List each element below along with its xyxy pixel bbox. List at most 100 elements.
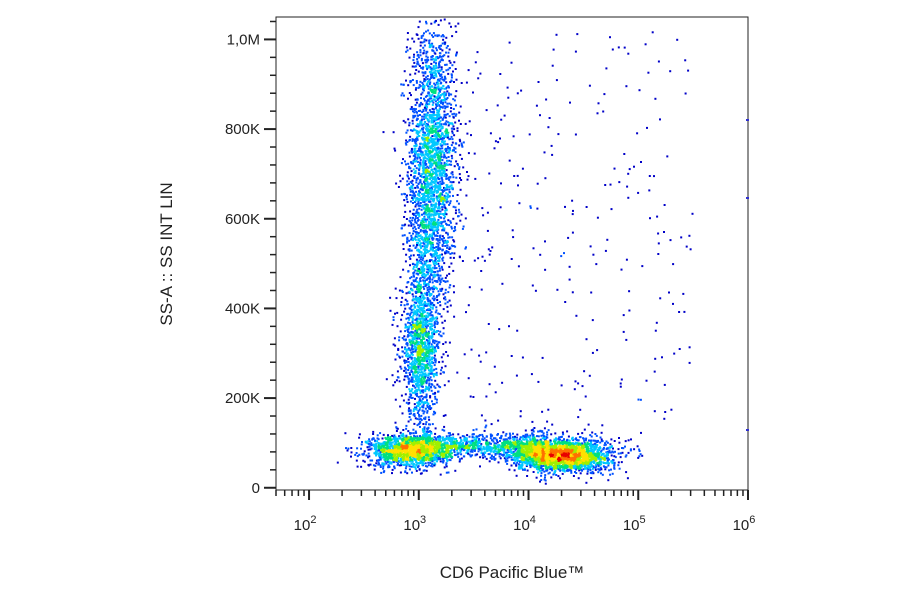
data-point [421,145,424,148]
data-point [393,465,396,468]
data-point [442,172,445,175]
data-point [435,64,438,67]
data-point [426,411,429,414]
data-point [406,175,409,178]
data-point [417,204,420,207]
data-point [425,459,428,462]
data-point [429,73,432,76]
data-point [451,188,454,191]
data-point [420,381,422,384]
data-point [434,147,437,150]
data-point [415,285,418,288]
data-point [435,246,438,248]
data-point [411,293,414,296]
data-point [426,127,429,130]
data-point [435,234,438,237]
data-point [436,102,439,105]
data-point [428,139,431,142]
data-point [455,176,458,179]
data-point [429,66,432,69]
data-point [414,171,416,174]
data-point [442,240,445,243]
data-point [437,130,440,133]
data-point [406,344,409,347]
data-point [406,460,409,463]
data-point [441,181,444,183]
data-point [448,67,451,70]
data-point [441,208,444,211]
data-point [377,454,380,457]
data-point [443,18,446,21]
data-point [421,62,424,65]
data-point [373,446,376,449]
data-point [411,317,414,320]
data-point [390,441,393,444]
data-point [430,168,433,171]
data-point [414,72,417,75]
data-point [423,121,426,124]
data-point [435,161,438,164]
data-point [395,297,398,300]
data-point [405,438,407,441]
data-point [417,388,420,391]
data-point [421,127,423,130]
data-point [414,186,417,189]
data-point [437,276,440,279]
data-point [442,280,445,282]
data-point [420,246,422,249]
data-point [424,166,427,169]
data-point [422,255,425,258]
data-point [428,161,430,164]
data-point [402,438,405,441]
data-point [446,274,448,277]
data-point [448,163,451,166]
data-point [431,128,434,131]
data-point [425,114,428,117]
data-point [428,200,431,203]
data-point [410,147,413,150]
data-point [423,38,426,41]
data-point [439,210,442,213]
data-point [448,59,451,62]
data-point [400,451,403,454]
data-point [423,459,426,462]
data-point [421,390,423,393]
data-point [408,356,411,359]
data-point [380,457,383,460]
data-point [443,186,445,189]
data-point [344,432,347,435]
data-point [452,125,455,128]
data-point [411,360,414,363]
data-point [412,327,414,330]
data-point [440,101,443,104]
data-point [405,427,408,430]
data-point [422,88,424,91]
data-point [434,204,437,207]
data-point [419,403,422,406]
data-point [431,207,434,210]
data-point [424,367,427,370]
data-point [429,162,432,165]
data-point [417,439,419,441]
data-point [435,49,438,52]
data-point [447,72,450,75]
data-point [394,344,397,347]
data-point [428,308,431,310]
data-point [437,57,439,60]
data-point [459,140,462,143]
data-point [406,129,409,132]
data-point [397,440,399,443]
data-point [436,190,439,193]
data-point [431,191,434,194]
data-point [393,455,396,458]
data-point [412,444,415,446]
data-point [435,340,438,343]
data-point [391,472,393,475]
data-point [431,131,434,134]
data-point [449,202,452,205]
data-point [404,463,407,466]
data-point [440,172,443,175]
data-point [400,434,403,437]
data-point [430,75,433,78]
data-point [406,183,409,186]
